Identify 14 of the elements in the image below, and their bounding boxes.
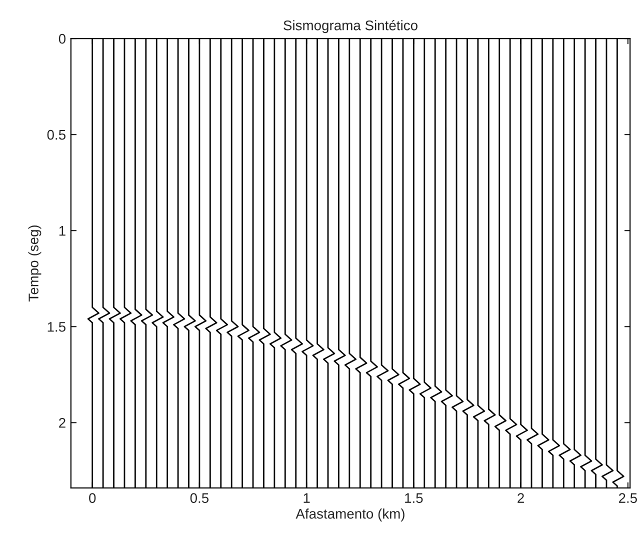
y-tick-label: 1	[59, 226, 66, 236]
x-tick-label: 2	[518, 493, 524, 503]
chart-title: Sismograma Sintético	[284, 20, 418, 34]
y-tick-label: 1.5	[48, 322, 66, 332]
x-axis-title: Afastamento (km)	[296, 508, 404, 522]
x-tick-label: 1.5	[405, 493, 423, 503]
y-tick-label: 2	[59, 418, 66, 428]
y-tick-label: 0	[58, 34, 66, 44]
x-tick-label: 0	[89, 493, 96, 503]
x-tick-label: 2.5	[618, 493, 637, 503]
x-tick-label: 0.5	[190, 493, 209, 503]
y-tick-label: 0.5	[47, 130, 66, 140]
x-tick-label: 1	[304, 493, 310, 503]
y-axis-title: Tempo (seg)	[28, 225, 42, 302]
